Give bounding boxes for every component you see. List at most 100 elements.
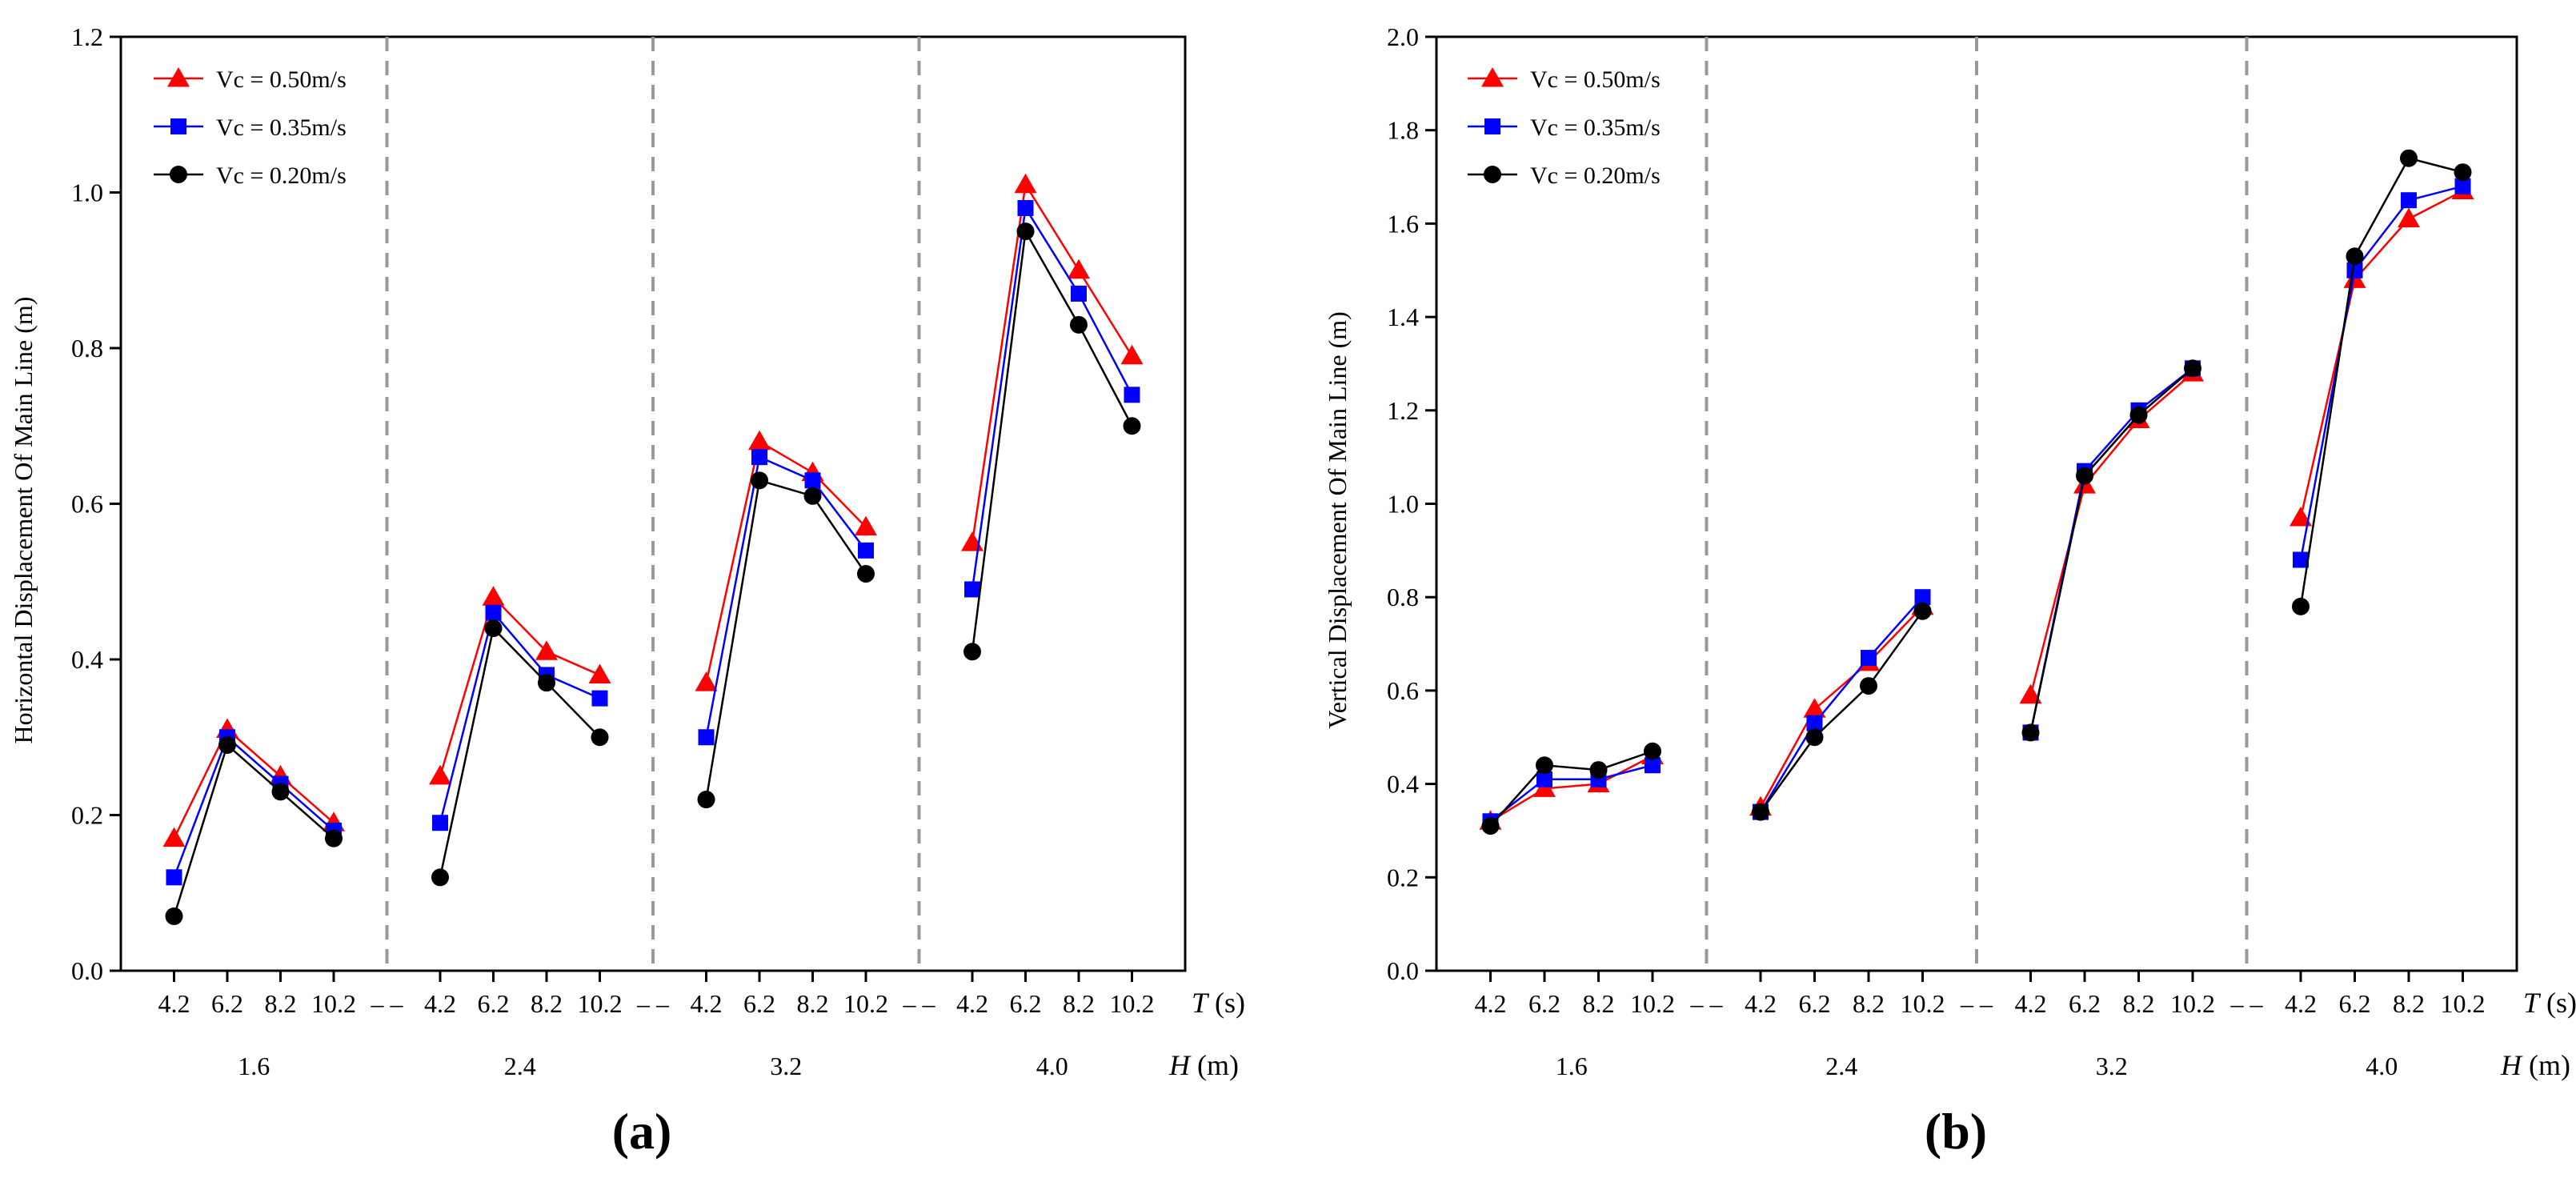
chart-b-data-point [2401,192,2417,209]
chart-b-series-line [1759,610,1924,813]
chart-b-x-tick-label: 6.2 [1799,989,1831,1018]
chart-a-series-line [439,595,601,777]
chart-b-x-tick-label: 8.2 [2393,989,2425,1018]
chart-a-data-point [803,487,822,505]
chart-b-data-point [2076,467,2093,485]
chart-b-data-point [2454,178,2471,194]
chart-a-series-line [173,727,335,839]
chart-b-series-2 [1481,149,2472,835]
chart-b-x-tick-label: 4.2 [2015,989,2047,1018]
chart-b-data-point [1860,677,1877,695]
chart-a-x-tick-label: 6.2 [1010,989,1042,1018]
chart-b-series-line [1489,764,1653,823]
chart-a-data-point [166,869,182,886]
chart-a-y-tick-label: 0.6 [71,490,103,519]
chart-b-y-tick-label: 1.2 [1387,396,1419,425]
chart-b-group-label: 2.4 [1825,1052,1857,1080]
chart-a-data-point [857,565,875,583]
chart-a-data-point [1068,258,1090,279]
chart-b-legend-marker [1481,67,1504,87]
chart-a-data-point [431,868,449,887]
chart-a-x-group-dash: – – [636,989,670,1018]
chart-b-x-tick-label: 10.2 [1630,989,1675,1018]
chart-a-y-tick-label: 0.8 [71,334,103,363]
chart-b-x-group-dash: – – [1960,989,1993,1018]
chart-a-series-1 [166,199,1140,886]
chart-b-x-tick-label: 6.2 [1528,989,1560,1018]
chart-b-series-1 [1482,178,2471,830]
chart-a-data-point [482,586,505,606]
chart-a-data-point [588,663,611,683]
chart-a-x-tick-label: 8.2 [797,989,829,1018]
chart-b-y-tick-label: 1.8 [1387,116,1419,145]
chart-a-data-point [271,783,290,801]
chart-a-series-line [173,735,335,878]
chart-b-series-line [2299,157,2463,607]
chart-b-data-point [2184,359,2201,378]
chart-b-series-line [2029,367,2193,733]
chart-a-x-tick-label: 4.2 [956,989,988,1018]
chart-a-series-2 [165,222,1141,925]
chart-a-x-tick-label: 6.2 [211,989,243,1018]
chart-a-y-tick-label: 0.2 [71,801,103,830]
chart-a-x-tick-label: 10.2 [843,989,888,1018]
chart-a-x-tick-label: 8.2 [265,989,297,1018]
chart-b-data-point [1752,803,1769,821]
chart-a-data-point [218,735,236,754]
chart-a-data-point [1014,173,1037,194]
chart-b-y-tick-label: 1.0 [1387,490,1419,519]
chart-a-legend-label: Vc = 0.35m/s [216,114,347,141]
chart-a-series-line [705,455,867,738]
chart-a-y-tick-label: 0.4 [71,645,103,674]
chart-b-data-point [1913,602,1932,620]
chart-a-data-point [538,674,555,692]
chart-a-x-tick-label: 4.2 [424,989,456,1018]
chart-a-series-line [971,205,1133,590]
chart-b-data-point [1914,589,1931,606]
chart-a-series-line [705,439,867,683]
chart-b-x-group-dash: – – [1690,989,1724,1018]
chart-b-legend-label: Vc = 0.20m/s [1530,162,1661,189]
chart-b-data-point [1644,742,1661,760]
chart-b-y-tick-label: 0.0 [1387,956,1419,985]
chart-b-data-point [2346,247,2364,266]
chart-b-legend-label: Vc = 0.35m/s [1530,114,1661,141]
chart-b-data-point [2292,597,2310,615]
chart-a-data-point [1124,387,1140,403]
chart-a-series-line [971,228,1133,652]
chart-b-data-point [1806,715,1823,731]
chart-b-x-tick-label: 10.2 [1901,989,1945,1018]
chart-a-legend-marker [167,67,190,87]
chart-a-data-point [535,640,558,660]
chart-b-group-label: 3.2 [2096,1052,2128,1080]
chart-b-data-point [2021,723,2040,742]
chart-a-series-line [705,479,867,800]
chart-b-legend-marker [1484,166,1501,183]
chart-b-data-point [1861,650,1877,667]
chart-a-data-point [484,619,503,638]
chart-a-legend-marker [170,166,187,183]
chart-a-x-tick-label: 10.2 [311,989,356,1018]
chart-a-data-point [591,728,609,747]
chart-b-data-point [1645,757,1661,774]
chart-a-data-point [804,472,821,489]
chart-a-x-tick-label: 4.2 [691,989,723,1018]
chart-a-data-point [591,690,608,707]
chart-a-legend-marker [170,118,186,134]
chart-b-x-tick-label: 10.2 [2441,989,2486,1018]
chart-b-x-tick-label: 6.2 [2339,989,2371,1018]
chart-a-data-point [165,907,183,925]
chart-b-data-point [2400,149,2418,167]
chart-a-y-tick-label: 0.0 [71,956,103,985]
chart-a-legend-label: Vc = 0.50m/s [216,66,347,93]
chart-b-data-point [2290,507,2312,527]
chart-a-x-tick-label: 4.2 [158,989,190,1018]
chart-a-x-tick-label: 10.2 [1110,989,1155,1018]
chart-a-series-line [173,743,335,917]
chart-a-y-axis-label: Horizontal Displacement Of Main Line (m) [9,297,38,744]
chart-b-x-tick-label: 8.2 [2123,989,2155,1018]
chart-b-legend-label: Vc = 0.50m/s [1530,66,1661,93]
chart-a-x-tick-label: 8.2 [531,989,563,1018]
chart-b-data-point [2454,163,2472,182]
chart-a-data-point [858,542,874,559]
